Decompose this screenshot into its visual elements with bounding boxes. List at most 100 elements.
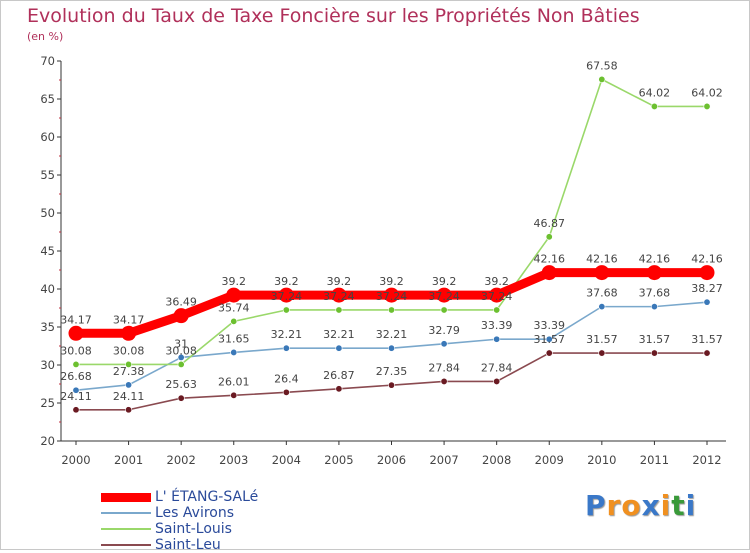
data-point [230, 317, 238, 325]
y-tick-label: 45 [40, 244, 55, 258]
data-point [545, 335, 553, 343]
data-label: 26.01 [218, 375, 250, 388]
data-point [387, 306, 395, 314]
y-axis-unit-label: (en %) [27, 30, 64, 43]
data-label: 26.87 [323, 369, 355, 382]
data-label: 39.2 [379, 275, 404, 288]
data-label: 31.57 [639, 333, 671, 346]
data-point [387, 381, 395, 389]
data-point [703, 298, 711, 306]
data-point [335, 306, 343, 314]
data-point [125, 406, 133, 414]
logo-letter: x [641, 489, 661, 522]
data-label: 37.24 [428, 290, 460, 303]
y-tick-label: 40 [40, 282, 55, 296]
data-label: 27.84 [481, 361, 513, 374]
data-label: 25.63 [165, 378, 197, 391]
data-point [282, 306, 290, 314]
x-tick-label: 2007 [429, 453, 458, 467]
data-label: 36.49 [165, 296, 197, 309]
data-point [278, 287, 294, 303]
logo-letter: P [585, 489, 607, 522]
data-label: 30.08 [113, 344, 145, 357]
data-label: 67.58 [586, 59, 618, 72]
logo-letter: t [671, 489, 686, 522]
logo-letter: o [621, 489, 642, 522]
data-label: 37.68 [586, 287, 618, 300]
data-point [173, 308, 189, 324]
data-label: 30.08 [165, 344, 197, 357]
data-point [650, 102, 658, 110]
data-point [387, 344, 395, 352]
y-tick-label: 65 [40, 92, 55, 106]
x-tick-label: 2002 [167, 453, 196, 467]
data-point [282, 388, 290, 396]
x-tick-label: 2008 [482, 453, 511, 467]
x-tick-label: 2004 [272, 453, 301, 467]
data-point [384, 287, 399, 303]
data-point [703, 102, 711, 110]
data-point [72, 386, 80, 394]
data-point [493, 377, 501, 385]
data-point [699, 265, 715, 281]
data-label: 64.02 [691, 86, 723, 99]
data-point [703, 349, 711, 357]
y-tick-label: 60 [40, 130, 55, 144]
x-tick-label: 2009 [535, 453, 564, 467]
data-point [335, 385, 343, 393]
y-tick-label: 35 [40, 320, 55, 334]
data-label: 42.16 [534, 253, 566, 266]
data-label: 27.84 [428, 361, 460, 374]
data-point [177, 360, 185, 368]
data-point [493, 335, 501, 343]
legend-label: Saint-Louis [155, 521, 232, 537]
data-point [545, 349, 553, 357]
y-tick-label: 30 [40, 358, 55, 372]
data-label: 32.21 [323, 328, 355, 341]
data-label: 30.08 [60, 344, 92, 357]
data-point [646, 265, 662, 281]
data-label: 24.11 [113, 390, 145, 403]
x-tick-label: 2003 [219, 453, 248, 467]
data-label: 39.2 [274, 275, 299, 288]
data-label: 39.2 [484, 275, 509, 288]
data-point [440, 377, 448, 385]
data-label: 37.24 [271, 290, 303, 303]
data-point [226, 287, 242, 303]
logo-letter: r [606, 489, 622, 522]
data-point [230, 348, 238, 356]
data-point [489, 287, 505, 303]
data-label: 37.24 [481, 290, 513, 303]
data-label: 34.17 [113, 313, 145, 326]
x-tick-label: 2001 [114, 453, 143, 467]
data-point [440, 340, 448, 348]
y-tick-label: 55 [40, 168, 55, 182]
data-label: 32.21 [376, 328, 408, 341]
data-label: 42.16 [586, 253, 618, 266]
data-label: 37.24 [376, 290, 408, 303]
legend-label: Les Avirons [155, 505, 235, 521]
data-label: 31.57 [691, 333, 723, 346]
x-tick-label: 2000 [61, 453, 90, 467]
data-label: 31.57 [586, 333, 618, 346]
y-tick-label: 20 [40, 434, 55, 448]
data-point [493, 306, 501, 314]
data-point [541, 265, 557, 281]
data-point [598, 75, 606, 83]
data-label: 27.38 [113, 365, 145, 378]
data-point [125, 360, 133, 368]
data-label: 31.65 [218, 332, 250, 345]
data-label: 46.87 [534, 217, 566, 230]
data-label: 33.39 [481, 319, 513, 332]
proxiti-logo: Proxiti [585, 489, 696, 522]
logo-letter: i [660, 489, 672, 522]
data-point [72, 406, 80, 414]
x-tick-label: 2011 [640, 453, 669, 467]
data-label: 42.16 [639, 253, 671, 266]
y-tick-label: 50 [40, 206, 55, 220]
legend-swatch [101, 528, 151, 530]
data-label: 39.2 [327, 275, 352, 288]
legend-label: L' ÉTANG-SALé [155, 489, 259, 505]
data-label: 38.27 [691, 282, 723, 295]
